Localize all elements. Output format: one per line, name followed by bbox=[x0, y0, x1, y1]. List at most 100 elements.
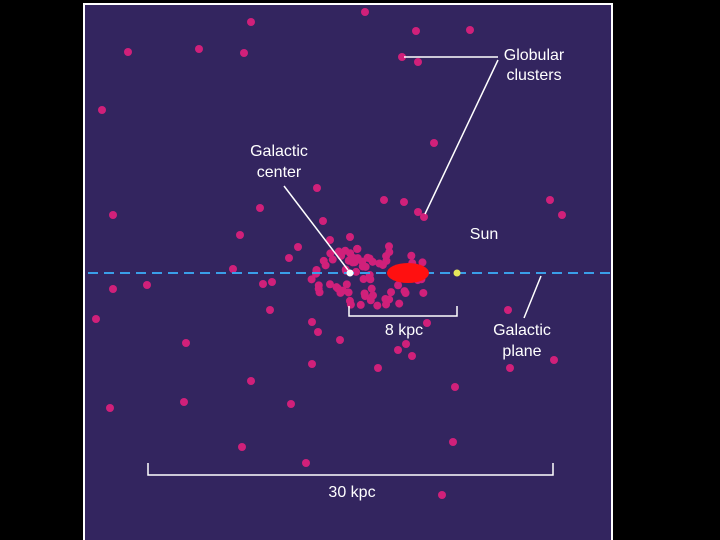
cluster-dot bbox=[346, 233, 354, 241]
cluster-dot bbox=[256, 204, 264, 212]
cluster-dot bbox=[394, 346, 402, 354]
cluster-dot bbox=[408, 352, 416, 360]
cluster-dot bbox=[106, 404, 114, 412]
cluster-dot bbox=[195, 45, 203, 53]
label: 8 kpc bbox=[385, 322, 423, 339]
cluster-dot bbox=[506, 364, 514, 372]
cluster-dot bbox=[302, 459, 310, 467]
cluster-dot bbox=[344, 288, 353, 297]
cluster-dot bbox=[367, 284, 376, 293]
cluster-dot bbox=[325, 280, 334, 289]
cluster-dot bbox=[401, 289, 410, 298]
cluster-dot bbox=[240, 49, 248, 57]
cluster-dot bbox=[334, 247, 343, 256]
cluster-dot bbox=[353, 244, 362, 253]
cluster-dot bbox=[352, 267, 361, 276]
cluster-dot bbox=[430, 139, 438, 147]
cluster-dot bbox=[449, 438, 457, 446]
cluster-dot bbox=[414, 58, 422, 66]
cluster-dot bbox=[319, 217, 327, 225]
cluster-dot bbox=[109, 211, 117, 219]
scale-bracket bbox=[147, 463, 554, 476]
cluster-dot bbox=[380, 196, 388, 204]
cluster-dot bbox=[92, 315, 100, 323]
cluster-dot bbox=[315, 288, 324, 297]
label: Galactic bbox=[250, 143, 308, 160]
callout-line bbox=[424, 59, 499, 215]
cluster-dot bbox=[451, 383, 459, 391]
callout-line bbox=[523, 275, 542, 319]
cluster-dot bbox=[359, 275, 368, 284]
cluster-dot bbox=[349, 253, 358, 262]
cluster-dot bbox=[466, 26, 474, 34]
cluster-dot bbox=[124, 48, 132, 56]
label: 30 kpc bbox=[328, 484, 375, 501]
cluster-dot bbox=[423, 319, 431, 327]
cluster-dot bbox=[368, 291, 377, 300]
cluster-dot bbox=[268, 278, 276, 286]
cluster-dot bbox=[438, 491, 446, 499]
cluster-dot bbox=[546, 196, 554, 204]
cluster-dot bbox=[307, 275, 316, 284]
cluster-dot bbox=[182, 339, 190, 347]
cluster-dot bbox=[419, 288, 428, 297]
cluster-dot bbox=[361, 8, 369, 16]
cluster-dot bbox=[414, 208, 422, 216]
cluster-dot bbox=[550, 356, 558, 364]
cluster-dot bbox=[308, 318, 316, 326]
bulge bbox=[387, 263, 429, 283]
cluster-dot bbox=[180, 398, 188, 406]
cluster-dot bbox=[98, 106, 106, 114]
cluster-dot bbox=[143, 281, 151, 289]
cluster-dot bbox=[285, 254, 293, 262]
galactic-center-dot bbox=[346, 269, 354, 277]
cluster-dot bbox=[558, 211, 566, 219]
cluster-dot bbox=[360, 289, 369, 298]
cluster-dot bbox=[368, 257, 377, 266]
cluster-dot bbox=[373, 301, 382, 310]
cluster-dot bbox=[395, 299, 404, 308]
sun-dot bbox=[453, 269, 461, 277]
cluster-dot bbox=[308, 360, 316, 368]
cluster-dot bbox=[336, 336, 344, 344]
cluster-dot bbox=[356, 300, 365, 309]
cluster-dot bbox=[238, 443, 246, 451]
cluster-dot bbox=[342, 280, 351, 289]
cluster-dot bbox=[385, 295, 394, 304]
cluster-dot bbox=[313, 184, 321, 192]
cluster-dot bbox=[366, 275, 375, 284]
cluster-dot bbox=[385, 248, 394, 257]
label: Globular bbox=[504, 47, 565, 64]
cluster-dot bbox=[259, 280, 267, 288]
cluster-dot bbox=[314, 328, 322, 336]
cluster-dot bbox=[398, 53, 406, 61]
cluster-dot bbox=[319, 256, 328, 265]
cluster-dot bbox=[394, 281, 403, 290]
cluster-dot bbox=[412, 27, 420, 35]
cluster-dot bbox=[384, 242, 393, 251]
scale-bracket bbox=[348, 306, 458, 317]
cluster-dot bbox=[266, 306, 274, 314]
cluster-dot bbox=[109, 285, 117, 293]
cluster-dot bbox=[420, 213, 428, 221]
cluster-dot bbox=[345, 296, 354, 305]
cluster-dot bbox=[400, 198, 408, 206]
cluster-dot bbox=[314, 281, 323, 290]
cluster-dot bbox=[407, 251, 416, 260]
cluster-dot bbox=[374, 364, 382, 372]
cluster-dot bbox=[247, 18, 255, 26]
cluster-dot bbox=[326, 236, 334, 244]
cluster-dot bbox=[333, 284, 342, 293]
cluster-dot bbox=[387, 288, 396, 297]
label: Galactic bbox=[493, 322, 551, 339]
callout-line bbox=[283, 185, 349, 271]
label: Sun bbox=[470, 226, 498, 243]
cluster-dot bbox=[328, 255, 337, 264]
label: clusters bbox=[506, 67, 561, 84]
cluster-dot bbox=[247, 377, 255, 385]
label: plane bbox=[502, 343, 541, 360]
cluster-dot bbox=[326, 249, 335, 258]
cluster-dot bbox=[294, 243, 302, 251]
